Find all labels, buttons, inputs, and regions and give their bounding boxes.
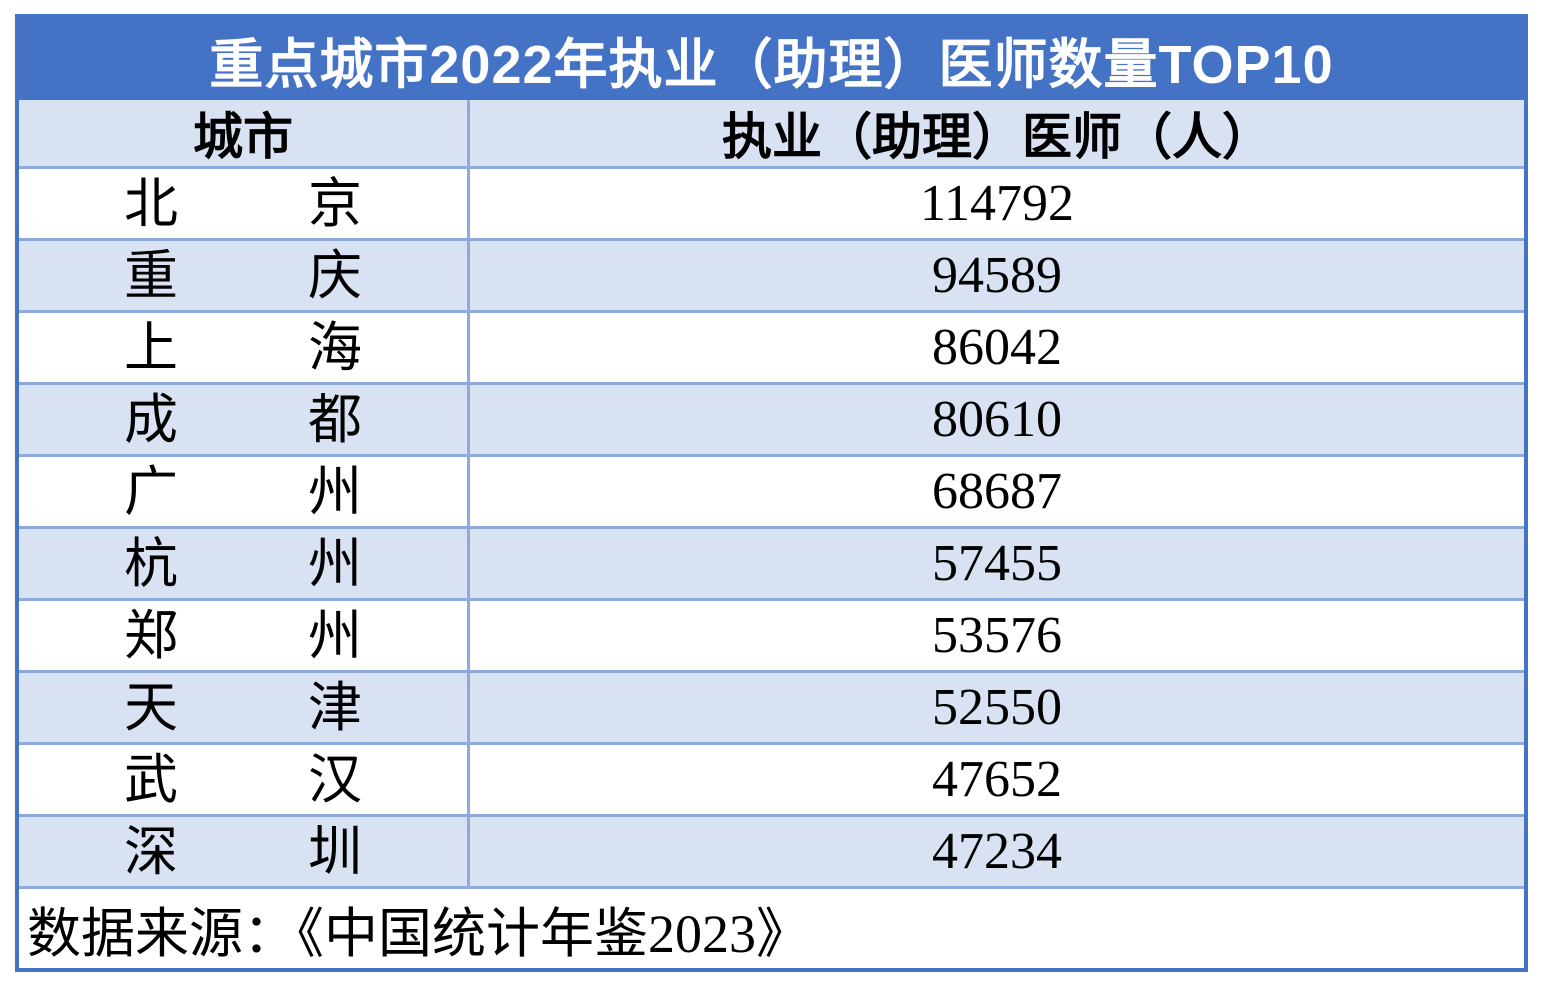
table-body: 北 京 114792 重 庆 94589 上 海 86042 成 都 80610… [19,166,1524,886]
physician-count-cell: 114792 [919,174,1075,232]
city-name-cell: 天 津 [19,673,470,742]
table-row: 天 津 52550 [19,670,1524,742]
city-char-first: 深 [124,821,178,882]
city-char-last: 圳 [308,821,362,882]
physician-count-cell: 94589 [932,246,1062,304]
table-row: 武 汉 47652 [19,742,1524,814]
city-name-cell: 重 庆 [19,241,470,310]
table-row: 广 州 68687 [19,454,1524,526]
table-header-row: 城市 执业（助理）医师（人） [19,100,1524,166]
physician-count-cell: 86042 [932,318,1062,376]
city-name-cell: 深 圳 [19,817,470,886]
city-char-last: 都 [308,389,362,450]
city-char-first: 重 [124,245,178,306]
table-row: 北 京 114792 [19,166,1524,238]
city-name-cell: 杭 州 [19,529,470,598]
physician-count-table: 重点城市2022年执业（助理）医师数量TOP10 城市 执业（助理）医师（人） … [15,14,1528,972]
city-char-first: 杭 [124,533,178,594]
city-name-cell: 成 都 [19,385,470,454]
city-char-last: 汉 [308,749,362,810]
city-name-cell: 上 海 [19,313,470,382]
city-char-last: 津 [308,677,362,738]
table-title: 重点城市2022年执业（助理）医师数量TOP10 [19,18,1524,100]
city-name-cell: 郑 州 [19,601,470,670]
city-char-last: 庆 [308,245,362,306]
source-note: 数据来源：《中国统计年鉴2023》 [19,886,1524,968]
physician-count-cell: 47234 [932,822,1062,880]
city-char-first: 成 [124,389,178,450]
table-row: 深 圳 47234 [19,814,1524,886]
city-name-cell: 广 州 [19,457,470,526]
city-char-last: 海 [308,317,362,378]
city-name-cell: 武 汉 [19,745,470,814]
city-char-last: 京 [308,173,362,234]
city-char-last: 州 [308,605,362,666]
table-row: 成 都 80610 [19,382,1524,454]
column-header-city: 城市 [19,100,470,166]
physician-count-cell: 53576 [932,606,1062,664]
physician-count-cell: 80610 [932,390,1062,448]
city-char-last: 州 [308,461,362,522]
physician-count-cell: 52550 [932,678,1062,736]
city-char-last: 州 [308,533,362,594]
physician-count-cell: 47652 [932,750,1062,808]
city-char-first: 北 [124,173,178,234]
city-char-first: 广 [124,461,178,522]
table-row: 重 庆 94589 [19,238,1524,310]
city-name-cell: 北 京 [19,169,470,238]
city-char-first: 武 [124,749,178,810]
table-row: 杭 州 57455 [19,526,1524,598]
city-char-first: 天 [124,677,178,738]
column-header-physician-count: 执业（助理）医师（人） [722,109,1272,165]
physician-count-cell: 68687 [932,462,1062,520]
physician-count-cell: 57455 [932,534,1062,592]
table-row: 上 海 86042 [19,310,1524,382]
city-char-first: 上 [124,317,178,378]
city-char-first: 郑 [124,605,178,666]
table-row: 郑 州 53576 [19,598,1524,670]
